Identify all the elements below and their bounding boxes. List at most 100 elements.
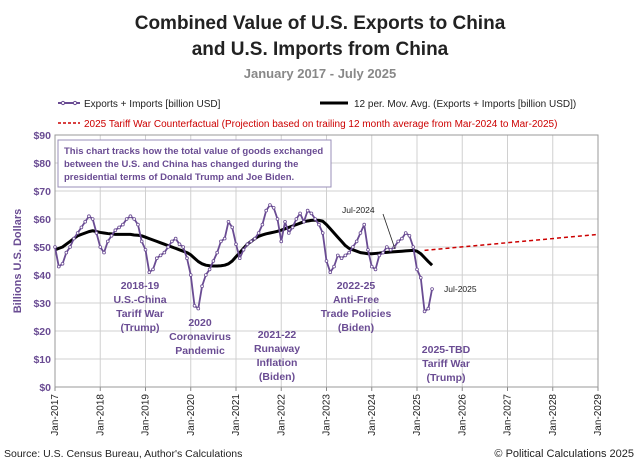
x-tick-label: Jan-2026 — [457, 394, 468, 436]
data-point-exports-imports — [298, 211, 302, 216]
x-tick-label: Jan-2025 — [412, 394, 423, 436]
data-point-exports-imports — [418, 275, 423, 280]
data-point-exports-imports — [68, 245, 72, 249]
data-point-exports-imports — [147, 270, 152, 275]
data-point-exports-imports — [343, 253, 348, 258]
annotation-intro-line: presidential terms of Donald Trump and J… — [64, 172, 294, 183]
data-point-exports-imports — [90, 217, 95, 221]
legend-label-moving-average: 12 per. Mov. Avg. (Exports + Imports [bi… — [354, 99, 576, 110]
data-point-exports-imports — [196, 306, 201, 311]
footer-source: Source: U.S. Census Bureau, Author's Cal… — [4, 448, 242, 460]
annotation-intro-line: This chart tracks how the total value of… — [64, 146, 323, 157]
annotation-line: Tariff War — [116, 308, 164, 320]
annotation-jul-2024-leader — [382, 213, 396, 250]
annotation-line: Anti-Free — [333, 294, 379, 306]
annotation-line: Inflation — [257, 357, 298, 369]
data-point-exports-imports — [351, 245, 355, 249]
annotation-inflation-2021: 2021-22 Runaway Inflation (Biden) — [254, 329, 300, 383]
data-point-exports-imports — [309, 211, 314, 216]
data-point-exports-imports — [373, 267, 378, 272]
data-point-exports-imports — [400, 236, 404, 241]
data-point-exports-imports — [128, 214, 133, 219]
data-point-exports-imports — [305, 208, 310, 213]
data-point-exports-imports — [121, 222, 125, 227]
data-point-exports-imports — [253, 236, 257, 241]
data-point-exports-imports — [226, 220, 231, 224]
data-point-exports-imports — [328, 270, 333, 275]
data-point-exports-imports — [339, 256, 344, 261]
x-tick-label: Jan-2024 — [367, 394, 378, 436]
y-tick-labels: $0 $10 $20 $30 $40 $50 $60 $70 $80 $90 — [33, 130, 51, 394]
data-point-exports-imports — [94, 231, 99, 235]
annotation-line: Pandemic — [175, 345, 225, 357]
data-point-exports-imports — [215, 250, 219, 255]
annotation-line: (Biden) — [259, 371, 295, 383]
data-point-exports-imports — [320, 231, 325, 235]
data-point-exports-imports — [403, 231, 408, 235]
data-point-exports-imports — [83, 220, 87, 224]
data-point-exports-imports — [75, 231, 80, 235]
x-tick-label: Jan-2028 — [548, 394, 559, 436]
data-point-exports-imports — [256, 231, 261, 235]
data-point-exports-imports — [177, 242, 182, 247]
legend-swatch-marker — [72, 100, 78, 106]
annotation-jul-2024-label: Jul-2024 — [342, 205, 375, 215]
x-tick-label: Jan-2023 — [322, 394, 333, 436]
series-line-moving-average — [54, 218, 434, 268]
data-point-exports-imports — [366, 248, 370, 252]
annotation-intro-line: between the U.S. and China has changed d… — [64, 159, 298, 170]
data-point-exports-imports — [426, 306, 431, 311]
y-axis-label: Billions U.S. Dollars — [12, 209, 24, 314]
data-point-exports-imports — [294, 217, 299, 221]
data-point-exports-imports — [347, 250, 351, 255]
annotation-line: 2022-25 — [337, 280, 376, 292]
chart-title-line2: and U.S. Imports from China — [192, 39, 449, 60]
annotation-line: 2018-19 — [121, 280, 160, 292]
annotation-line: (Biden) — [338, 322, 374, 334]
legend-label-counterfactual: 2025 Tariff War Counterfactual (Projecti… — [84, 119, 557, 130]
data-point-exports-imports — [422, 309, 427, 314]
x-tick-label: Jan-2027 — [503, 394, 514, 436]
data-point-exports-imports — [200, 284, 204, 289]
data-point-exports-imports — [143, 248, 148, 252]
annotation-tariff-war-2018: 2018-19 U.S.-China Tariff War (Trump) — [113, 280, 166, 334]
data-point-exports-imports — [241, 248, 246, 252]
y-tick-label: $90 — [33, 130, 51, 142]
data-point-exports-imports — [53, 245, 57, 249]
data-point-exports-imports — [72, 236, 76, 241]
data-point-exports-imports — [411, 245, 416, 249]
legend: Exports + Imports [billion USD] 12 per. … — [58, 99, 576, 130]
data-point-exports-imports — [313, 217, 317, 221]
data-point-exports-imports — [64, 250, 69, 255]
series-layer — [53, 203, 599, 314]
chart-subtitle: January 2017 - July 2025 — [244, 66, 397, 81]
data-point-exports-imports — [271, 206, 276, 210]
data-point-exports-imports — [204, 273, 208, 277]
y-tick-label: $40 — [33, 270, 51, 282]
y-tick-label: $30 — [33, 298, 51, 310]
data-point-exports-imports — [362, 222, 367, 227]
data-point-exports-imports — [230, 225, 235, 230]
data-point-exports-imports — [222, 236, 227, 241]
data-point-exports-imports — [109, 234, 114, 238]
data-point-exports-imports — [260, 222, 265, 227]
data-point-exports-imports — [268, 203, 272, 207]
data-point-exports-imports — [234, 242, 238, 247]
annotation-line: 2025-TBD — [422, 344, 471, 356]
annotation-line: Coronavirus — [169, 331, 231, 343]
data-point-exports-imports — [158, 253, 163, 258]
y-tick-label: $20 — [33, 326, 51, 338]
data-point-exports-imports — [388, 248, 393, 252]
data-point-exports-imports — [286, 231, 291, 235]
annotation-intro-box-frame — [57, 139, 332, 188]
data-point-exports-imports — [79, 225, 84, 230]
annotation-line: Trade Policies — [321, 308, 392, 320]
y-tick-label: $70 — [33, 186, 51, 198]
data-point-exports-imports — [162, 250, 167, 255]
y-tick-label: $10 — [33, 354, 51, 366]
annotation-line: Tariff War — [422, 358, 470, 370]
data-point-exports-imports — [60, 261, 65, 266]
data-point-exports-imports — [317, 222, 321, 227]
annotation-line: (Trump) — [426, 372, 465, 384]
